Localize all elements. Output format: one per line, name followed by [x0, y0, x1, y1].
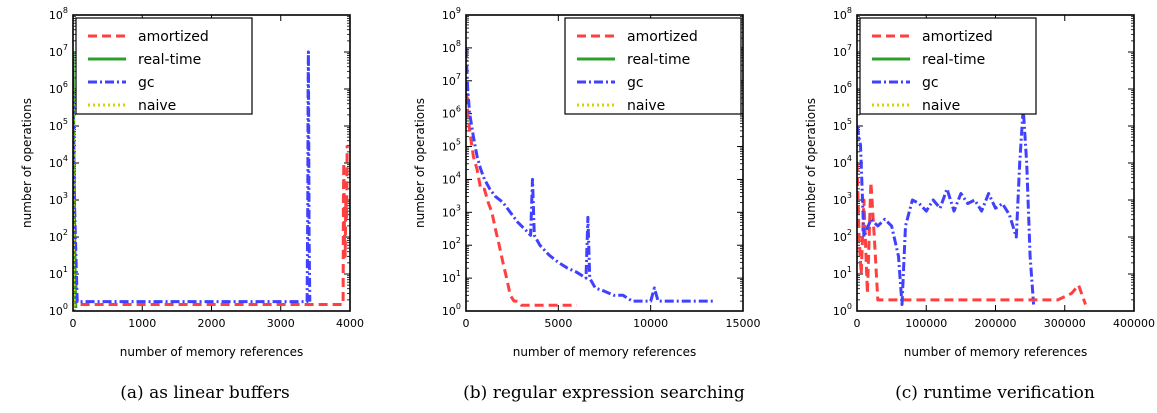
legend-entry-amortized: amortized [922, 29, 993, 45]
legend-entry-gc: gc [922, 75, 939, 91]
legend-entry-amortized: amortized [138, 29, 209, 45]
y-tick-label: 102 [833, 228, 852, 244]
y-tick-label: 108 [833, 6, 852, 22]
y-tick-label: 102 [49, 228, 68, 244]
y-axis-label: number of operations [804, 98, 818, 228]
legend-entry-naive: naive [138, 98, 176, 114]
x-tick-label: 0 [70, 317, 77, 330]
y-tick-label: 109 [442, 6, 461, 22]
series-line-amortized [857, 162, 1087, 306]
legend-entry-real-time: real-time [922, 52, 985, 68]
series-line-gc [466, 47, 716, 303]
x-tick-label: 15000 [726, 317, 761, 330]
x-tick-label: 3000 [267, 317, 295, 330]
y-axis-label: number of operations [20, 98, 34, 228]
series-line-gc [857, 106, 1036, 306]
series-line-amortized [466, 80, 577, 307]
x-tick-label: 10000 [633, 317, 668, 330]
y-tick-label: 107 [442, 72, 461, 88]
x-tick-label: 100000 [905, 317, 947, 330]
x-tick-label: 2000 [198, 317, 226, 330]
plot-frame [72, 14, 351, 312]
y-tick-label: 101 [442, 269, 461, 285]
x-tick-label: 300000 [1044, 317, 1086, 330]
y-tick-label: 108 [49, 6, 68, 22]
y-tick-label: 103 [833, 191, 852, 207]
legend-entry-gc: gc [138, 75, 155, 91]
x-tick-label: 200000 [975, 317, 1017, 330]
legend-entry-amortized: amortized [627, 29, 698, 45]
y-tick-label: 108 [442, 39, 461, 55]
legend-box [859, 17, 1037, 115]
y-tick-label: 104 [442, 170, 461, 186]
legend-entry-naive: naive [922, 98, 960, 114]
legend-entry-real-time: real-time [627, 52, 690, 68]
y-tick-label: 103 [49, 191, 68, 207]
y-tick-label: 104 [49, 154, 68, 170]
legend-box [75, 17, 253, 115]
figure-caption: (b) regular expression searching [463, 383, 745, 403]
chart-panel-2: 100 101 102 103 104 105 106 107 108 109 0 5000 10000… [413, 6, 761, 403]
x-axis-label: number of memory references [513, 345, 697, 359]
y-tick-label: 102 [442, 236, 461, 252]
y-tick-label: 100 [442, 302, 461, 318]
y-tick-label: 100 [833, 302, 852, 318]
series-line-gc [73, 50, 312, 304]
y-tick-label: 107 [49, 43, 68, 59]
y-tick-label: 101 [49, 265, 68, 281]
legend-entry-real-time: real-time [138, 52, 201, 68]
figure-caption: (c) runtime verification [895, 383, 1095, 403]
legend-box [564, 17, 742, 115]
plot-frame [465, 14, 744, 312]
y-axis-label: number of operations [413, 98, 427, 228]
y-tick-label: 104 [833, 154, 852, 170]
y-tick-label: 105 [49, 117, 68, 133]
y-tick-label: 105 [442, 138, 461, 154]
y-tick-label: 101 [833, 265, 852, 281]
chart-panel-1: 100 101 102 103 104 105 106 107 108 0 1000 2000 3000… [20, 6, 364, 403]
y-tick-label: 100 [49, 302, 68, 318]
figure-caption: (a) as linear buffers [120, 383, 289, 403]
x-tick-label: 1000 [128, 317, 156, 330]
legend-entry-gc: gc [627, 75, 644, 91]
y-tick-label: 106 [833, 80, 852, 96]
series-line-amortized [73, 125, 349, 306]
x-tick-label: 5000 [544, 317, 572, 330]
y-tick-label: 106 [442, 105, 461, 121]
x-tick-label: 400000 [1113, 317, 1155, 330]
plot-frame [856, 14, 1135, 312]
y-tick-label: 105 [833, 117, 852, 133]
x-axis-label: number of memory references [904, 345, 1088, 359]
x-tick-label: 0 [854, 317, 861, 330]
x-axis-label: number of memory references [120, 345, 304, 359]
legend-entry-naive: naive [627, 98, 665, 114]
x-tick-label: 0 [463, 317, 470, 330]
chart-panel-3: 100 101 102 103 104 105 106 107 108 0 100000 200000… [804, 6, 1155, 403]
x-tick-label: 4000 [336, 317, 364, 330]
y-tick-label: 107 [833, 43, 852, 59]
y-tick-label: 106 [49, 80, 68, 96]
y-tick-label: 103 [442, 203, 461, 219]
